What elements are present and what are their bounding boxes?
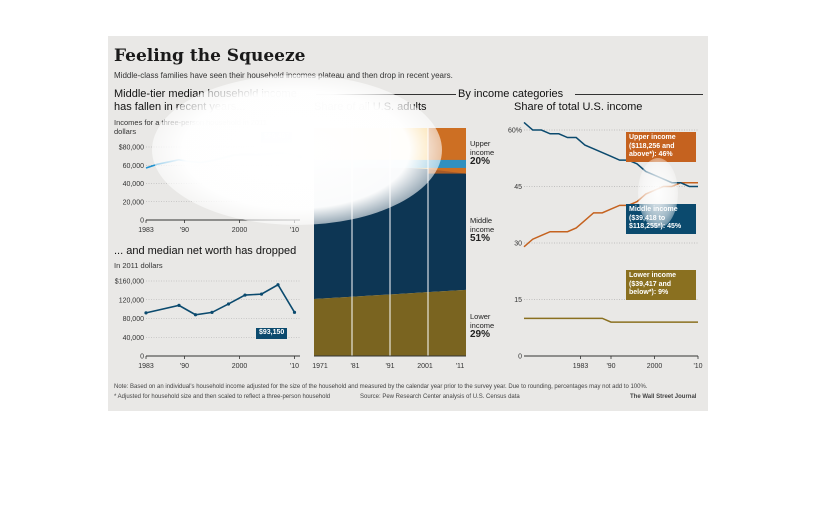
share-y-tick: 45	[514, 184, 522, 191]
income-x-tick: '10	[290, 227, 299, 234]
networth-point	[226, 302, 231, 306]
chart-panel: Feeling the Squeeze Middle-class familie…	[108, 36, 708, 411]
share-y-tick: 0	[518, 354, 522, 361]
networth-y-tick: $160,000	[115, 279, 144, 286]
networth-x-tick: '10	[290, 363, 299, 370]
share-y-tick: 30	[514, 241, 522, 248]
footnote-adjusted: * Adjusted for household size and then s…	[114, 394, 331, 400]
income-callout: $69,487	[261, 132, 293, 143]
upper-income-label: Upper income 20%	[470, 139, 504, 167]
lower-share-line	[524, 317, 698, 323]
networth-point	[259, 292, 264, 296]
income-x-tick: '90	[180, 227, 189, 234]
networth-point	[144, 311, 148, 315]
upper-share-label: Upper income ($118,256 and above*): 46%	[626, 132, 696, 162]
networth-point	[292, 310, 297, 314]
income-y-tick: 0	[140, 218, 144, 225]
networth-x-tick: 2000	[232, 363, 248, 370]
income-series-line	[145, 152, 301, 169]
income-x-tick: 1983	[138, 227, 154, 234]
lower-income-name: Lower income	[470, 312, 495, 330]
networth-y-tick: 40,000	[123, 335, 145, 342]
networth-point	[210, 310, 214, 315]
share-x-tick: '90	[606, 363, 615, 370]
income-y-tick: 40,000	[123, 181, 145, 188]
publisher-credit: The Wall Street Journal	[630, 394, 697, 400]
middle-income-pct: 51%	[470, 233, 491, 244]
share-y-tick: 60%	[508, 128, 522, 135]
lower-income-label: Lower income 29%	[470, 312, 504, 340]
adults-x-tick: '81	[350, 363, 359, 370]
income-end-point	[298, 154, 302, 159]
middle-income-name: Middle income	[470, 216, 495, 234]
networth-series-line	[145, 283, 296, 316]
upper-income-pct: 20%	[470, 156, 491, 167]
adults-x-tick: 2001	[417, 363, 433, 370]
lower-share-label: Lower income ($39,417 and below*): 9%	[626, 270, 696, 300]
income-y-tick: 60,000	[123, 163, 145, 170]
footnote-note: Note: Based on an individual's household…	[114, 384, 648, 390]
networth-x-tick: '90	[180, 363, 189, 370]
networth-point	[193, 313, 198, 317]
source-note: Source: Pew Research Center analysis of …	[360, 394, 520, 400]
networth-y-tick: 120,000	[119, 297, 144, 304]
networth-y-tick: 80,000	[123, 316, 145, 323]
section-header: By income categories	[458, 88, 564, 100]
section-divider-right	[575, 94, 703, 95]
adults-x-tick: 1971	[312, 363, 328, 370]
share-x-tick: 1983	[573, 363, 589, 370]
adults-x-tick: '11	[456, 363, 465, 370]
income-y-tick: $80,000	[119, 145, 144, 152]
share-x-tick: '10	[693, 363, 702, 370]
share-y-tick: 15	[514, 297, 522, 304]
charts-svg: $80,000 60,000 40,000 20,000 0 1983 '90 2000 '10…	[115, 121, 703, 370]
lower-income-pct: 29%	[470, 329, 491, 340]
networth-chart-subtitle: In 2011 dollars	[114, 261, 163, 270]
networth-point	[177, 303, 181, 307]
networth-y-tick: 0	[140, 354, 144, 361]
networth-x-tick: 1983	[138, 363, 154, 370]
networth-point	[276, 283, 280, 287]
upper-income-name: Upper income	[470, 139, 495, 157]
income-y-tick: 20,000	[123, 199, 145, 206]
middle-income-label: Middle income 51%	[470, 216, 504, 244]
income-share-chart-title: Share of total U.S. income	[514, 101, 643, 113]
income-x-tick: 2000	[232, 227, 248, 234]
adults-x-tick: '91	[385, 363, 394, 370]
networth-chart-title: ... and median net worth has dropped	[114, 245, 297, 257]
chart-title: Feeling the Squeeze	[114, 46, 306, 66]
networth-callout: $93,150	[256, 328, 288, 339]
networth-point	[243, 293, 247, 297]
middle-share-label: Middle income ($39,418 to $118,255*): 45…	[626, 204, 696, 234]
share-x-tick: 2000	[647, 363, 663, 370]
